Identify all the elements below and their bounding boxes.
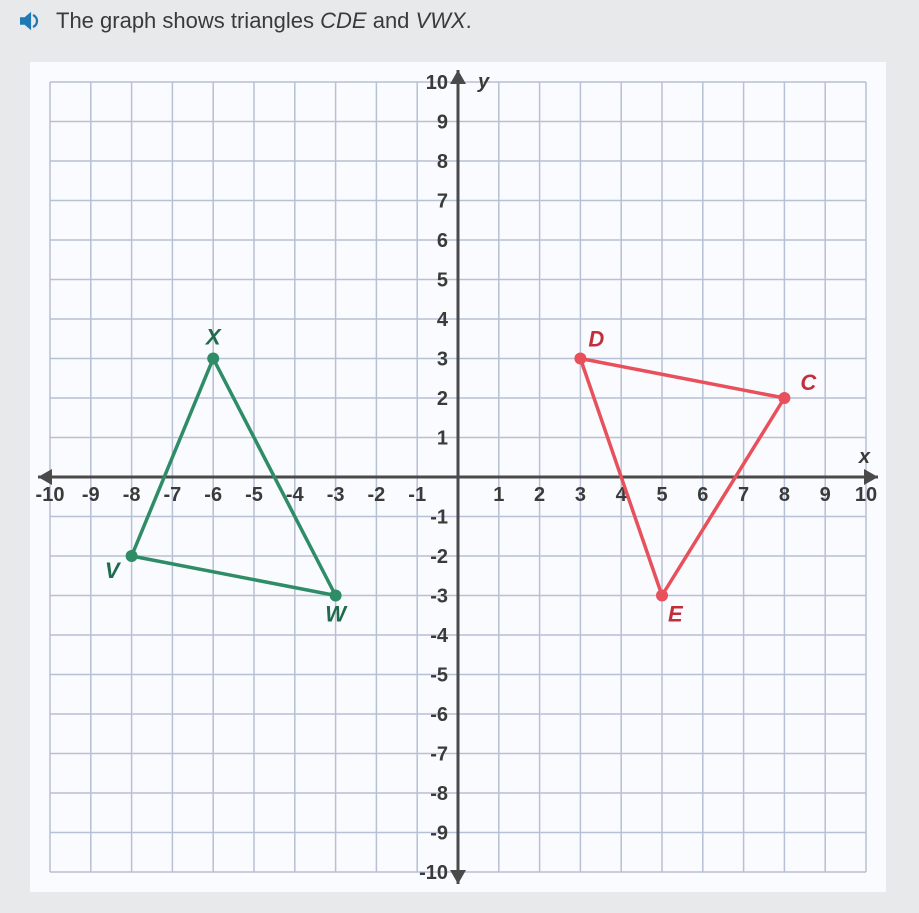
vertex-D: [574, 353, 586, 365]
y-axis-arrow-neg: [450, 870, 466, 884]
y-tick-label: -9: [430, 823, 448, 845]
vertex-label-C: C: [800, 370, 817, 395]
x-tick-label: 8: [779, 484, 790, 506]
page: The graph shows triangles CDE and VWX. -…: [0, 0, 919, 913]
x-tick-label: -7: [164, 484, 182, 506]
y-tick-label: 6: [437, 230, 448, 252]
y-tick-label: -1: [430, 507, 448, 529]
y-tick-label: -3: [430, 586, 448, 608]
y-tick-label: -5: [430, 665, 448, 687]
vertex-C: [778, 392, 790, 404]
question-header: The graph shows triangles CDE and VWX.: [20, 8, 472, 34]
y-tick-label: 4: [437, 309, 449, 331]
vertex-label-D: D: [588, 327, 604, 352]
vertex-label-E: E: [668, 602, 684, 627]
y-tick-label: 1: [437, 428, 448, 450]
x-axis-label: x: [858, 446, 871, 468]
x-tick-label: 2: [534, 484, 545, 506]
coordinate-grid: -10-9-8-7-6-5-4-3-2-11234567891012345678…: [30, 62, 886, 892]
vertex-W: [330, 590, 342, 602]
x-tick-label: 5: [656, 484, 667, 506]
vertex-V: [126, 550, 138, 562]
title-text-2: and: [367, 8, 416, 33]
x-tick-label: -6: [204, 484, 222, 506]
y-tick-label: 9: [437, 112, 448, 134]
y-tick-label: 3: [437, 349, 448, 371]
x-tick-label: -10: [36, 484, 65, 506]
x-tick-label: 9: [820, 484, 831, 506]
y-tick-label: -6: [430, 704, 448, 726]
y-tick-label: -4: [430, 625, 449, 647]
y-tick-label: 8: [437, 151, 448, 173]
y-tick-label: 2: [437, 388, 448, 410]
vertex-X: [207, 353, 219, 365]
x-tick-label: 1: [493, 484, 504, 506]
y-tick-label: -10: [419, 862, 448, 884]
x-tick-label: -2: [368, 484, 386, 506]
y-axis-arrow-pos: [450, 70, 466, 84]
y-tick-label: -7: [430, 744, 448, 766]
vertex-label-W: W: [325, 602, 348, 627]
vertex-label-V: V: [105, 558, 122, 583]
x-tick-label: 10: [855, 484, 877, 506]
x-axis-arrow-neg: [38, 469, 52, 485]
x-tick-label: -1: [408, 484, 426, 506]
title-em-1: CDE: [320, 8, 366, 33]
y-tick-label: -2: [430, 546, 448, 568]
y-axis-label: y: [477, 71, 490, 93]
x-tick-label: -5: [245, 484, 263, 506]
y-tick-label: 5: [437, 270, 448, 292]
title-text-3: .: [466, 8, 472, 33]
y-tick-label: 7: [437, 191, 448, 213]
x-tick-label: -8: [123, 484, 141, 506]
x-tick-label: 6: [697, 484, 708, 506]
x-tick-label: 7: [738, 484, 749, 506]
x-tick-label: -9: [82, 484, 100, 506]
question-title: The graph shows triangles CDE and VWX.: [56, 8, 472, 34]
chart-svg: -10-9-8-7-6-5-4-3-2-11234567891012345678…: [30, 62, 886, 892]
x-tick-label: 3: [575, 484, 586, 506]
x-tick-label: -3: [327, 484, 345, 506]
y-tick-label: 10: [426, 72, 448, 94]
title-em-2: VWX: [416, 8, 466, 33]
speaker-icon[interactable]: [20, 9, 44, 33]
y-tick-label: -8: [430, 783, 448, 805]
vertex-label-X: X: [204, 325, 222, 350]
vertex-E: [656, 590, 668, 602]
title-text-1: The graph shows triangles: [56, 8, 320, 33]
x-axis-arrow-pos: [864, 469, 878, 485]
